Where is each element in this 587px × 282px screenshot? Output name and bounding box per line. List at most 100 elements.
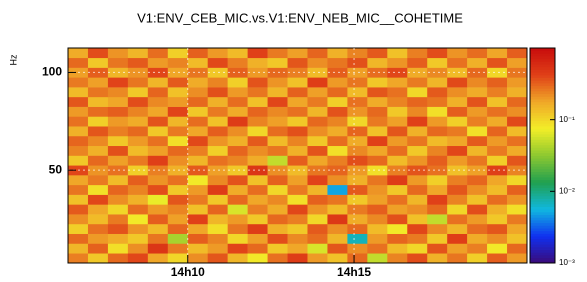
heat-cell: [507, 214, 527, 224]
heat-cell: [168, 116, 188, 126]
heat-cell: [228, 126, 248, 136]
heat-cell: [307, 156, 327, 166]
heat-cell: [228, 204, 248, 214]
heat-cell: [487, 136, 507, 146]
heat-cell: [148, 243, 168, 253]
heat-cell: [128, 204, 148, 214]
colorbar-step: [530, 252, 555, 255]
heat-cell: [228, 243, 248, 253]
heat-cell: [367, 116, 387, 126]
page: V1:ENV_CEB_MIC.vs.V1:ENV_NEB_MIC__COHETI…: [0, 0, 587, 282]
colorbar-step: [530, 207, 555, 210]
heat-cell: [347, 136, 367, 146]
heat-cell: [307, 77, 327, 87]
heat-cell: [208, 116, 228, 126]
heat-cell: [407, 195, 427, 205]
heat-cell: [248, 146, 268, 156]
heat-cell: [108, 58, 128, 68]
heat-cell: [507, 87, 527, 97]
heat-cell: [307, 224, 327, 234]
colorbar-step: [530, 86, 555, 89]
heat-cell: [307, 253, 327, 263]
heat-cell: [88, 97, 108, 107]
heat-cell: [327, 234, 347, 244]
heat-cell: [88, 146, 108, 156]
heat-cell: [128, 224, 148, 234]
heat-cell: [108, 87, 128, 97]
heat-cell: [327, 97, 347, 107]
heat-cell: [248, 97, 268, 107]
heat-cell: [68, 243, 88, 253]
heat-cell: [288, 87, 308, 97]
heat-cell: [387, 48, 407, 58]
heat-cell: [88, 175, 108, 185]
colorbar-step: [530, 150, 555, 153]
heat-cell: [288, 195, 308, 205]
colorbar-step: [530, 83, 555, 86]
heat-cell: [507, 175, 527, 185]
heat-cell: [168, 214, 188, 224]
colorbar-step: [530, 166, 555, 169]
heat-cell: [228, 97, 248, 107]
heat-cell: [68, 185, 88, 195]
colorbar-step: [530, 156, 555, 159]
heat-cell: [268, 87, 288, 97]
colorbar-step: [530, 53, 555, 56]
heat-cell: [288, 97, 308, 107]
heat-cell: [148, 253, 168, 263]
heat-cell: [188, 146, 208, 156]
heat-cell: [387, 77, 407, 87]
colorbar-step: [530, 94, 555, 97]
heat-cell: [128, 77, 148, 87]
heat-cell: [347, 146, 367, 156]
heat-cell: [168, 107, 188, 117]
heat-cell: [68, 48, 88, 58]
colorbar-step: [530, 56, 555, 59]
heat-cell: [88, 116, 108, 126]
heat-cell: [68, 253, 88, 263]
heat-cell: [327, 116, 347, 126]
heat-cell: [228, 224, 248, 234]
heat-cell: [108, 77, 128, 87]
heat-cell: [367, 243, 387, 253]
colorbar-step: [530, 102, 555, 105]
heat-cell: [507, 58, 527, 68]
heat-cell: [507, 77, 527, 87]
heat-cell: [407, 58, 427, 68]
heat-cell: [307, 214, 327, 224]
heat-cell: [208, 185, 228, 195]
heat-cell: [68, 195, 88, 205]
heat-cell: [507, 224, 527, 234]
heat-cell: [148, 195, 168, 205]
heat-cell: [268, 253, 288, 263]
heat-cell: [467, 234, 487, 244]
heat-cell: [268, 195, 288, 205]
heat-cell: [407, 107, 427, 117]
heat-cell: [427, 204, 447, 214]
heat-cell: [208, 126, 228, 136]
heat-cell: [387, 175, 407, 185]
heat-cell: [88, 214, 108, 224]
colorbar-step: [530, 72, 555, 75]
heat-cell: [407, 185, 427, 195]
heat-cell: [188, 243, 208, 253]
heat-cell: [268, 234, 288, 244]
heat-cell: [347, 195, 367, 205]
heat-cell: [327, 185, 347, 195]
heat-cell: [128, 97, 148, 107]
heat-cell: [128, 136, 148, 146]
colorbar-step: [530, 153, 555, 156]
heat-cell: [208, 107, 228, 117]
heat-cell: [208, 77, 228, 87]
heat-cell: [487, 97, 507, 107]
heat-cell: [208, 58, 228, 68]
heat-cell: [467, 87, 487, 97]
heat-cell: [148, 175, 168, 185]
heat-cell: [188, 48, 208, 58]
chart: V1:ENV_CEB_MIC.vs.V1:ENV_NEB_MIC__COHETI…: [0, 0, 587, 282]
heat-cell: [188, 195, 208, 205]
heat-cell: [128, 126, 148, 136]
colorbar-step: [530, 209, 555, 212]
heat-cell: [387, 253, 407, 263]
heat-cell: [407, 97, 427, 107]
